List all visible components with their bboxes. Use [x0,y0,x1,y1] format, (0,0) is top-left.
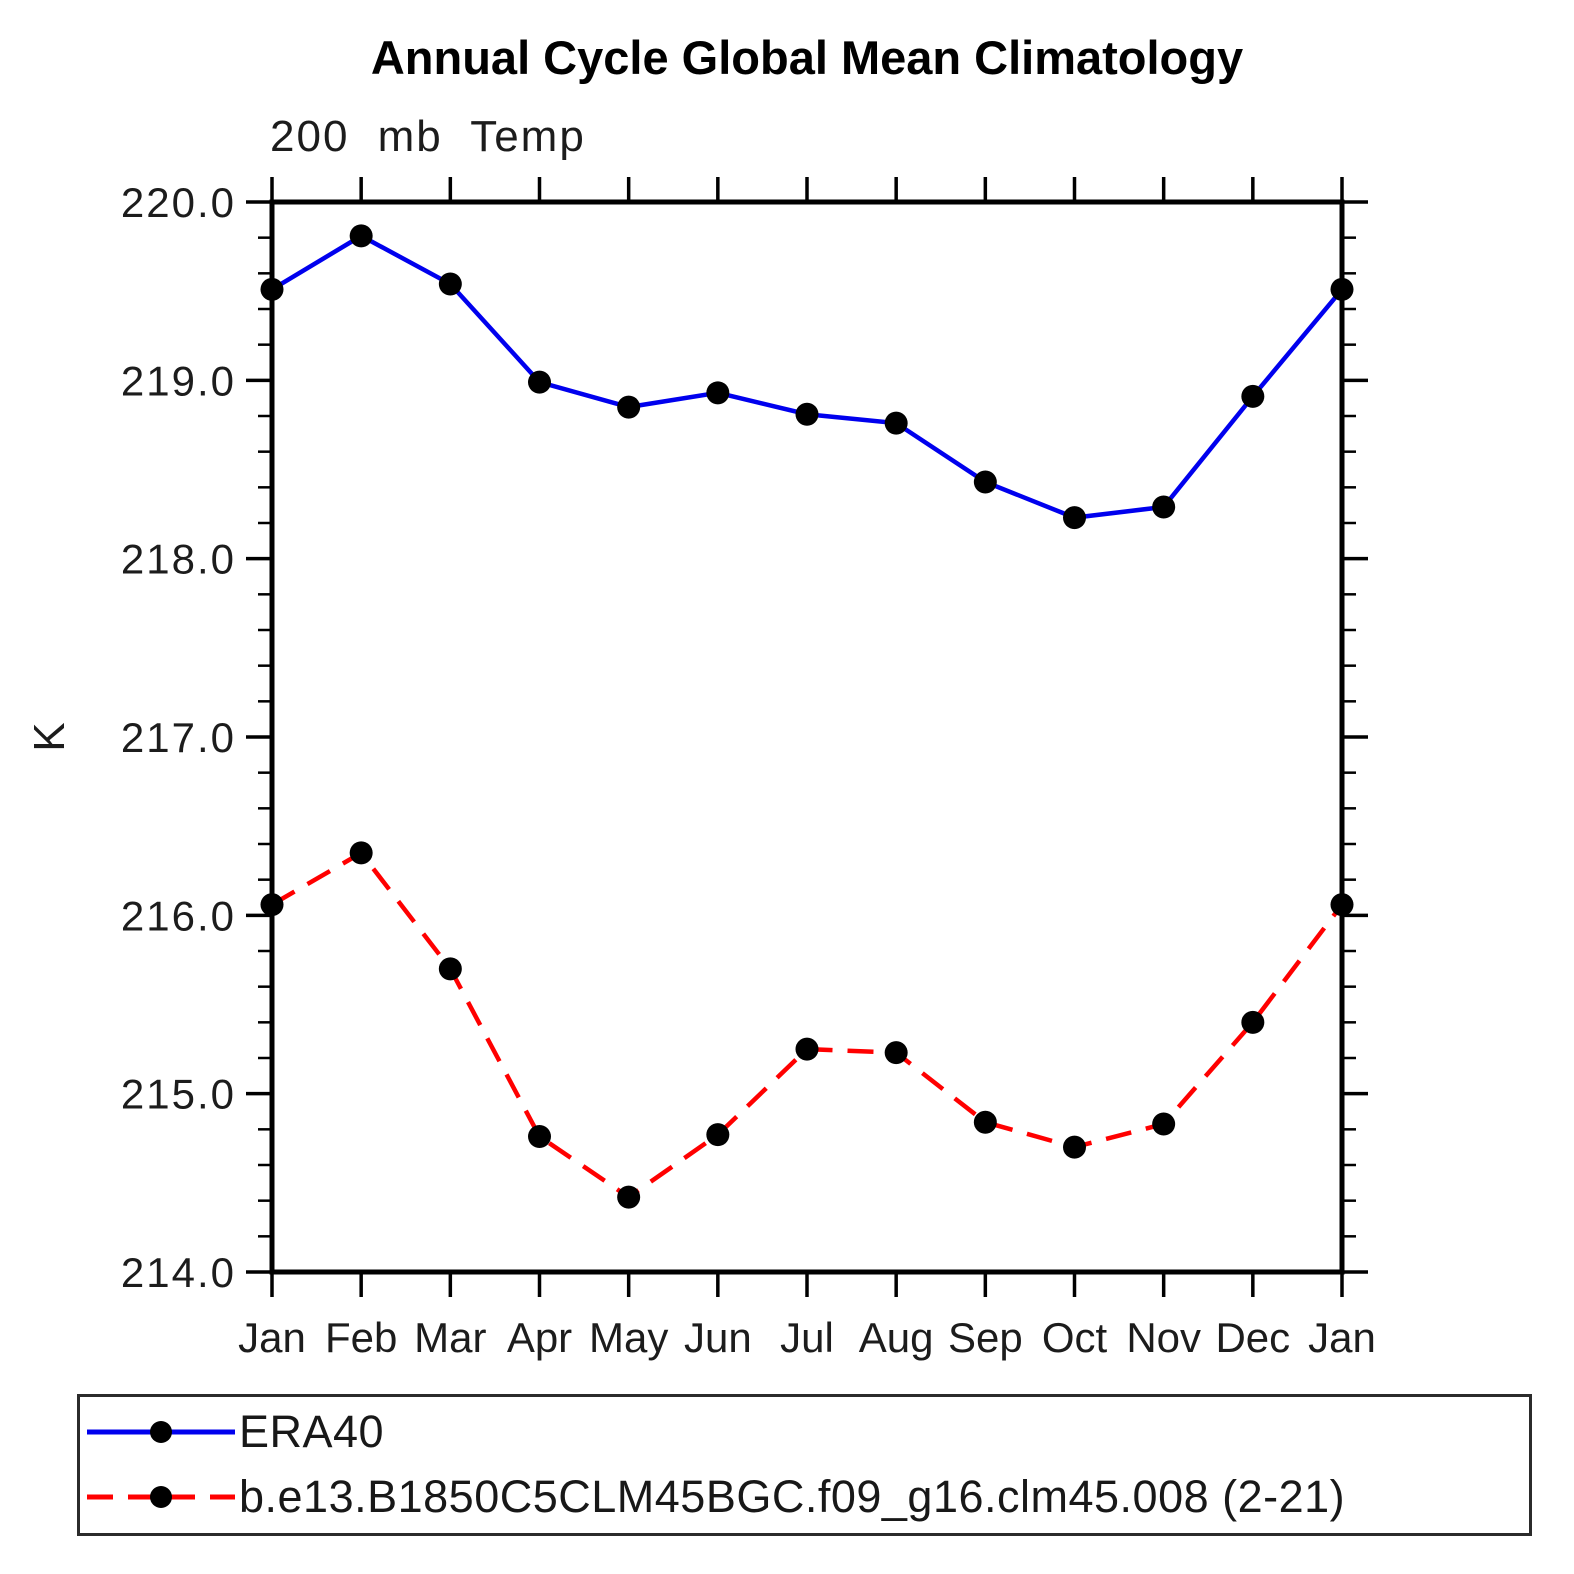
legend-item-model: b.e13.B1850C5CLM45BGC.f09_g16.clm45.008 … [83,1471,1346,1522]
svg-text:Jan: Jan [1308,1314,1376,1361]
axes-frame [269,199,1345,1275]
chart-subtitle: 200 mb Temp [270,112,586,161]
svg-text:May: May [589,1314,668,1361]
svg-text:Jun: Jun [684,1314,752,1361]
svg-text:Apr: Apr [507,1314,572,1361]
legend-dashed-line-icon [87,1486,235,1508]
svg-text:Sep: Sep [948,1314,1023,1361]
svg-text:220.0: 220.0 [121,179,236,226]
chart-title: Annual Cycle Global Mean Climatology [370,31,1244,84]
svg-text:Aug: Aug [859,1314,934,1361]
series-line-model [270,849,1344,1200]
svg-text:Feb: Feb [325,1314,397,1361]
legend-solid-line-icon [87,1421,235,1443]
svg-text:Jan: Jan [238,1314,306,1361]
svg-text:218.0: 218.0 [121,536,236,583]
x-axis-ticks [270,177,1344,1297]
svg-text:215.0: 215.0 [121,1071,236,1118]
svg-text:217.0: 217.0 [121,714,236,761]
svg-text:Mar: Mar [414,1314,486,1361]
svg-text:Nov: Nov [1126,1314,1201,1361]
svg-text:214.0: 214.0 [121,1249,236,1296]
series-markers-era40 [260,224,1354,530]
series-markers-model [260,841,1354,1209]
legend-box: ERA40 b.e13.B1850C5CLM45BGC.f09_g16.clm4… [77,1394,1532,1536]
svg-text:Oct: Oct [1042,1314,1108,1361]
y-axis-tick-labels: 220.0 219.0 218.0 217.0 216.0 215.0 214.0 [121,179,236,1296]
svg-text:Dec: Dec [1215,1314,1290,1361]
series-line-era40 [270,233,1344,520]
legend-label-model: b.e13.B1850C5CLM45BGC.f09_g16.clm45.008 … [239,1471,1346,1522]
svg-text:Jul: Jul [780,1314,834,1361]
y-axis-ticks [246,200,1368,1274]
x-axis-tick-labels: Jan Feb Mar Apr May Jun Jul Aug Sep Oct Nov Dec Jan [238,1314,1376,1361]
legend-item-era40: ERA40 [83,1406,385,1457]
legend-label-era40: ERA40 [239,1406,385,1457]
svg-text:216.0: 216.0 [121,892,236,939]
svg-text:219.0: 219.0 [121,357,236,404]
